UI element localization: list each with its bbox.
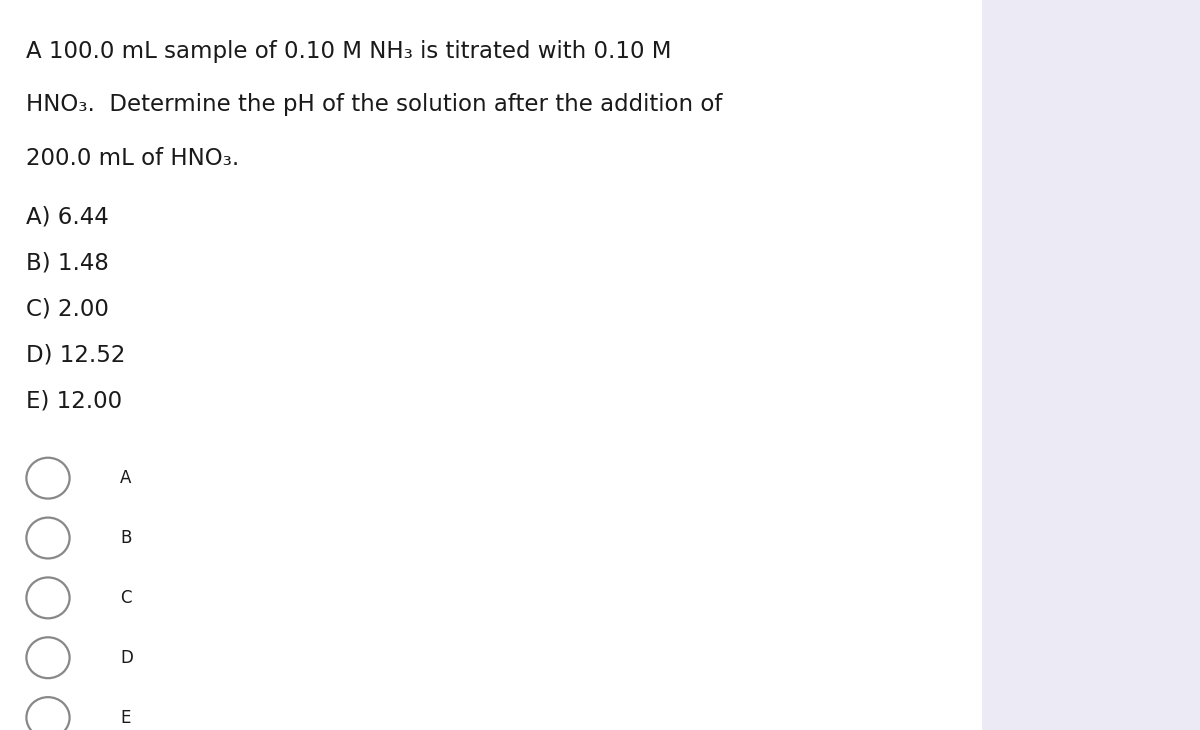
Text: HNO₃.  Determine the pH of the solution after the addition of: HNO₃. Determine the pH of the solution a…	[26, 93, 722, 117]
Text: B) 1.48: B) 1.48	[26, 252, 109, 275]
Text: D) 12.52: D) 12.52	[26, 344, 126, 367]
Text: C) 2.00: C) 2.00	[26, 298, 109, 321]
Text: D: D	[120, 649, 133, 666]
Text: 200.0 mL of HNO₃.: 200.0 mL of HNO₃.	[26, 147, 240, 170]
Text: E: E	[120, 709, 131, 726]
Text: A 100.0 mL sample of 0.10 M NH₃ is titrated with 0.10 M: A 100.0 mL sample of 0.10 M NH₃ is titra…	[26, 40, 672, 64]
Text: B: B	[120, 529, 131, 547]
Text: A: A	[120, 469, 131, 487]
Bar	[982, 0, 1200, 730]
Text: A) 6.44: A) 6.44	[26, 206, 109, 229]
Text: C: C	[120, 589, 132, 607]
Text: E) 12.00: E) 12.00	[26, 390, 122, 413]
